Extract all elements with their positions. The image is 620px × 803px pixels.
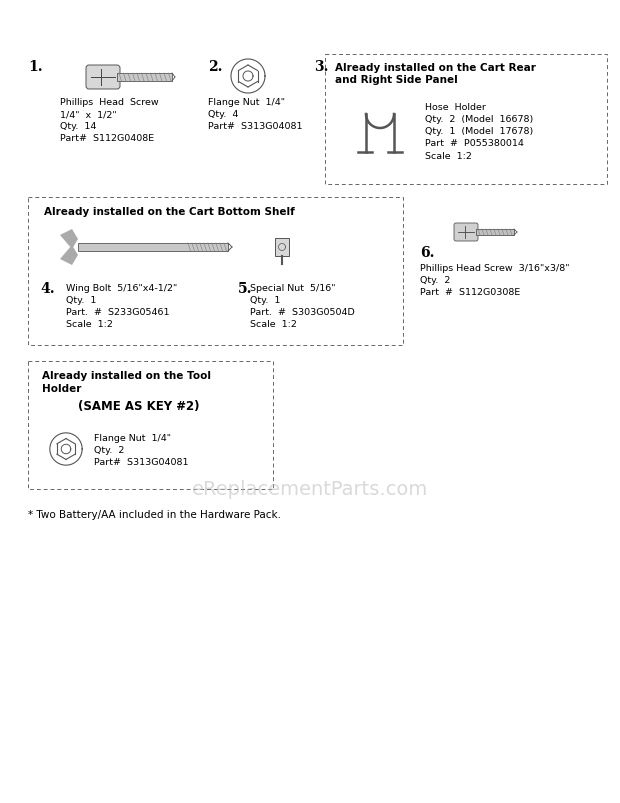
Text: Already installed on the Tool
Holder: Already installed on the Tool Holder: [42, 370, 211, 393]
Polygon shape: [60, 230, 78, 250]
Text: (SAME AS KEY #2): (SAME AS KEY #2): [78, 400, 200, 413]
Text: 3.: 3.: [314, 60, 329, 74]
Text: 1.: 1.: [28, 60, 43, 74]
Bar: [28, 361, 273, 489]
Polygon shape: [60, 246, 78, 266]
Text: Flange Nut  1/4"
Qty.  2
Part#  S313G04081: Flange Nut 1/4" Qty. 2 Part# S313G04081: [94, 434, 188, 467]
Text: 6.: 6.: [420, 246, 435, 259]
Text: Wing Bolt  5/16"x4-1/2"
Qty.  1
Part.  #  S233G05461
Scale  1:2: Wing Bolt 5/16"x4-1/2" Qty. 1 Part. # S2…: [66, 283, 177, 329]
Bar: [117, 74, 172, 82]
Text: Phillips Head Screw  3/16"x3/8"
Qty.  2
Part  #  S112G0308E: Phillips Head Screw 3/16"x3/8" Qty. 2 Pa…: [420, 263, 570, 297]
Text: Hose  Holder
Qty.  2  (Model  16678)
Qty.  1  (Model  17678)
Part  #  P055380014: Hose Holder Qty. 2 (Model 16678) Qty. 1 …: [425, 103, 533, 161]
Text: Phillips  Head  Screw
1/4"  x  1/2"
Qty.  14
Part#  S112G0408E: Phillips Head Screw 1/4" x 1/2" Qty. 14 …: [60, 98, 159, 143]
Text: eReplacementParts.com: eReplacementParts.com: [192, 479, 428, 499]
Text: * Two Battery/AA included in the Hardware Pack.: * Two Battery/AA included in the Hardwar…: [28, 509, 281, 520]
Text: 2.: 2.: [208, 60, 223, 74]
Text: Flange Nut  1/4"
Qty.  4
Part#  S313G04081: Flange Nut 1/4" Qty. 4 Part# S313G04081: [208, 98, 303, 131]
Bar: [78, 243, 228, 251]
Text: 4.: 4.: [40, 282, 55, 296]
Bar: [28, 198, 403, 345]
Text: Already installed on the Cart Rear
and Right Side Panel: Already installed on the Cart Rear and R…: [335, 63, 536, 85]
Text: Already installed on the Cart Bottom Shelf: Already installed on the Cart Bottom She…: [44, 206, 294, 217]
Bar: [476, 230, 514, 236]
FancyBboxPatch shape: [86, 66, 120, 90]
Text: Special Nut  5/16"
Qty.  1
Part.  #  S303G0504D
Scale  1:2: Special Nut 5/16" Qty. 1 Part. # S303G05…: [250, 283, 355, 329]
Bar: [325, 55, 607, 185]
Bar: [275, 238, 289, 257]
FancyBboxPatch shape: [454, 224, 478, 242]
Text: 5.: 5.: [238, 282, 252, 296]
